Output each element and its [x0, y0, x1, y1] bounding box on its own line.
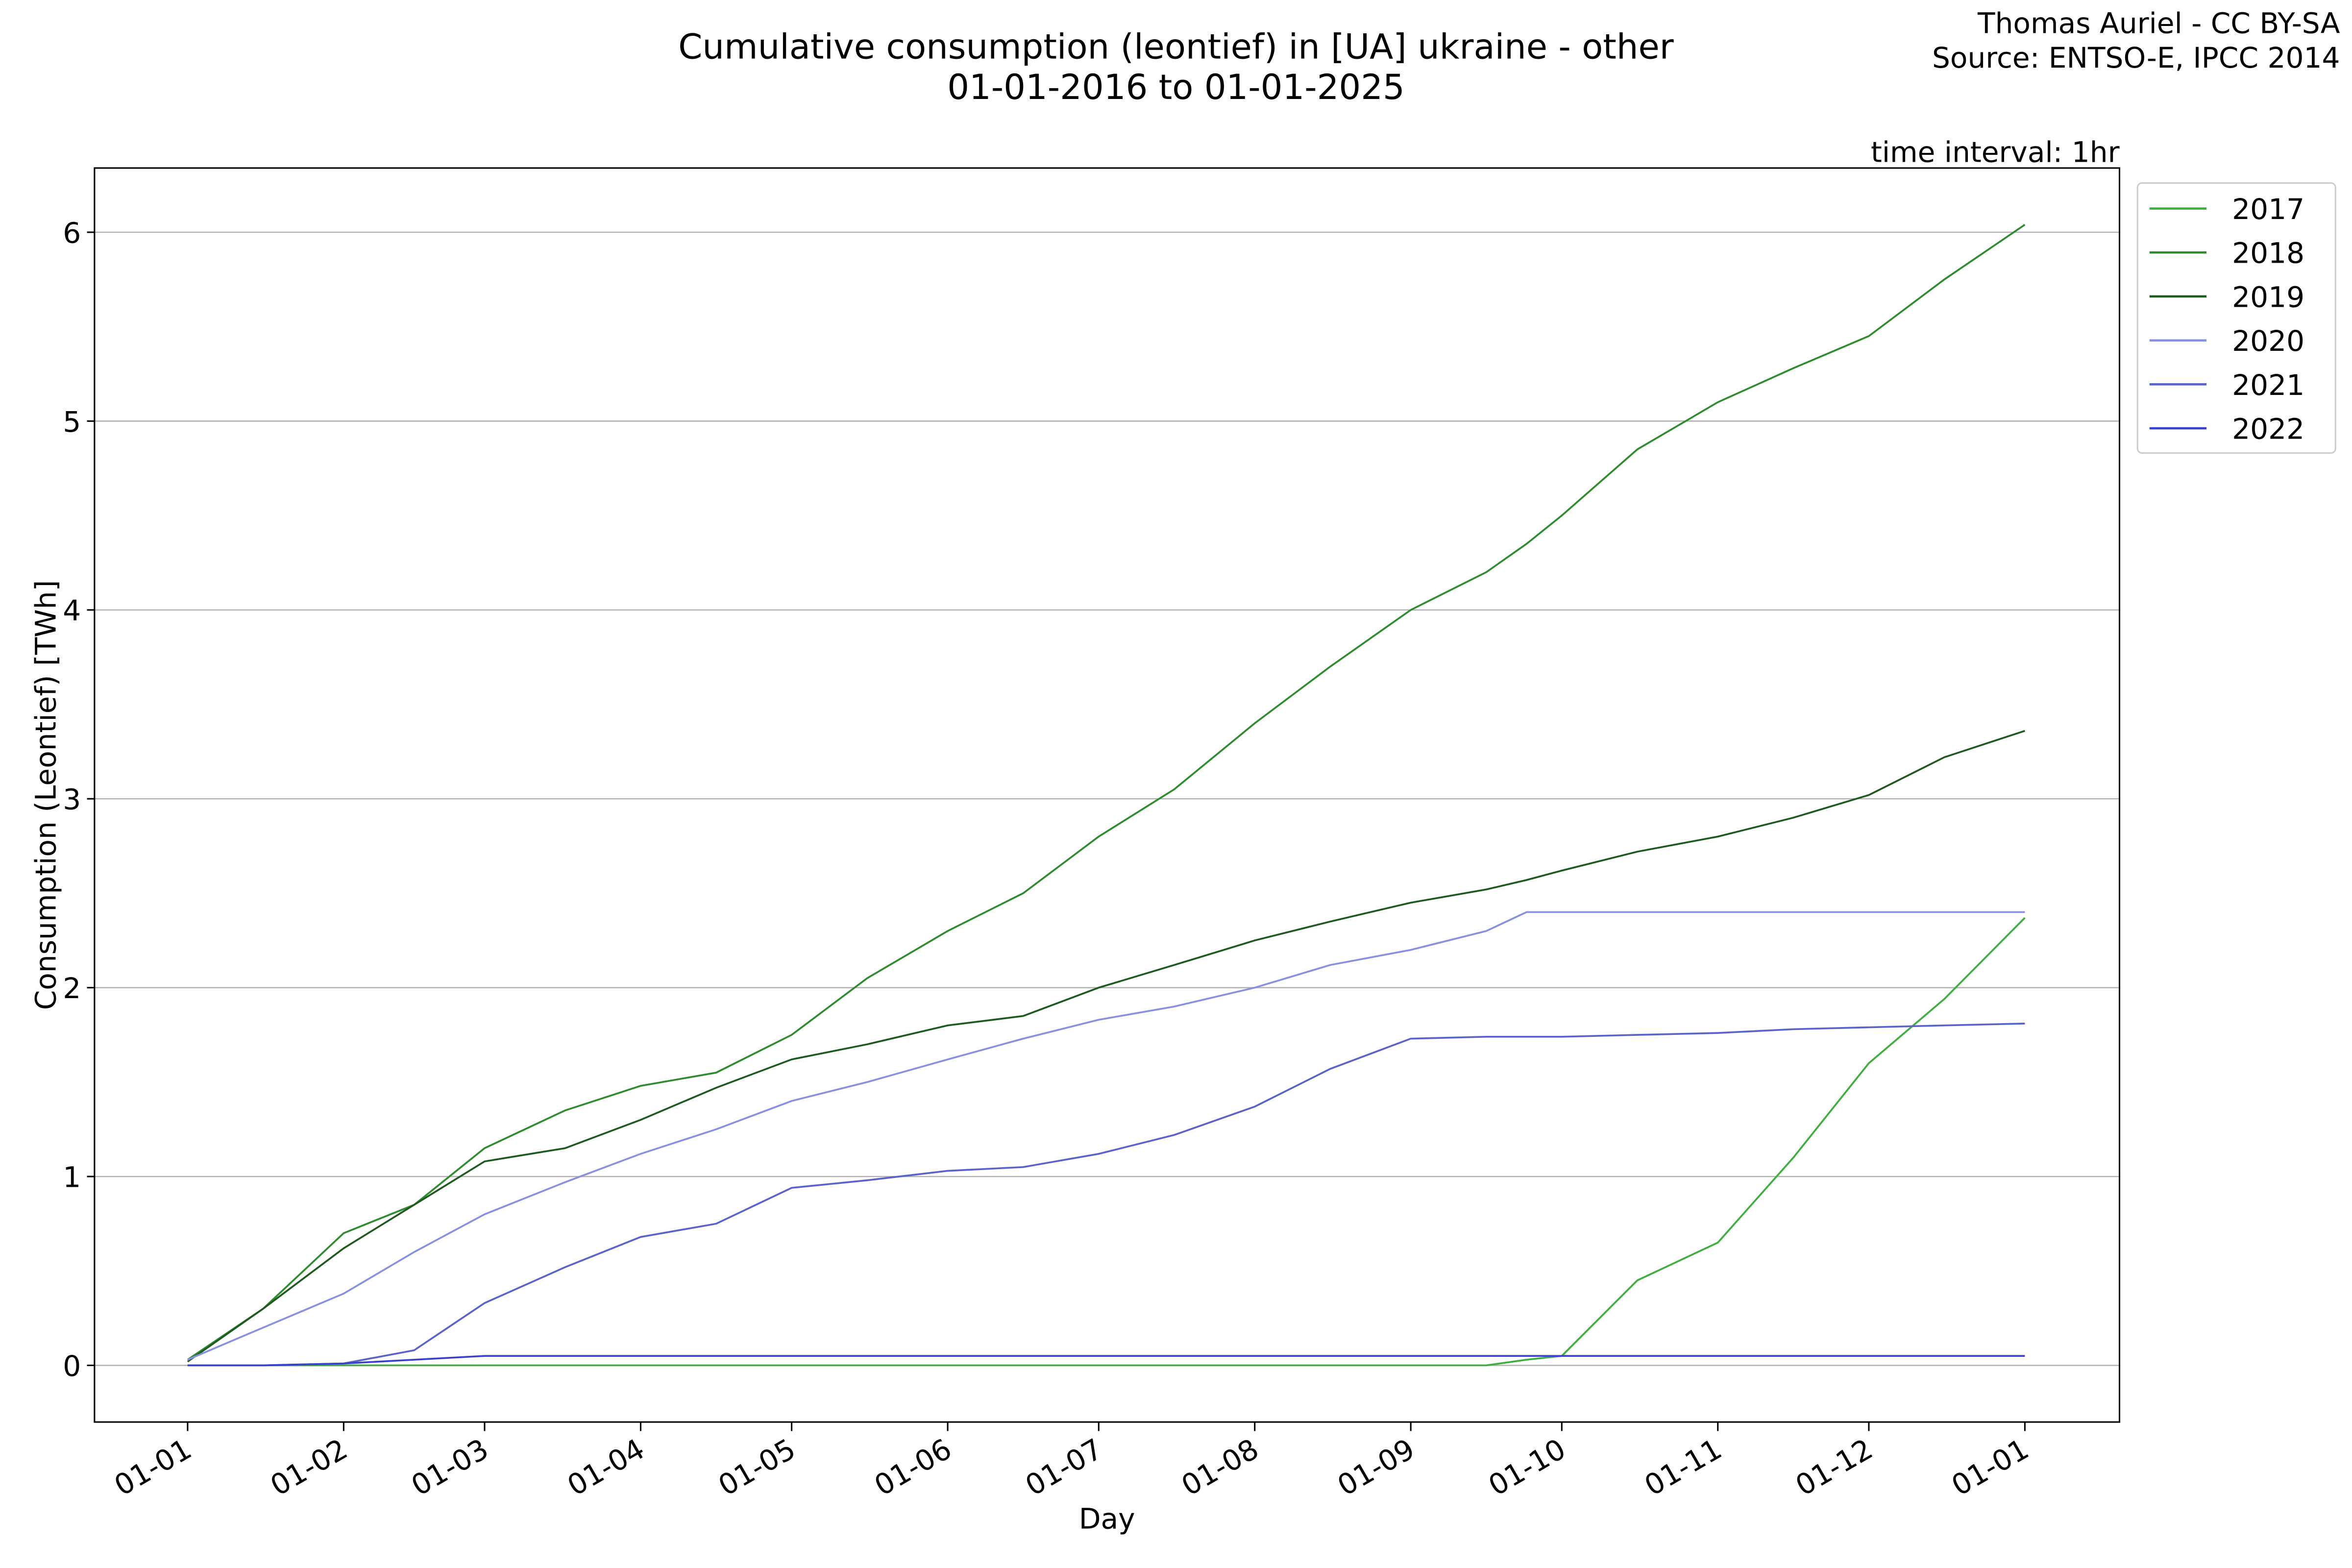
series-line [187, 917, 2026, 1367]
chart-title: Cumulative consumption (leontief) in [UA… [678, 26, 1674, 67]
x-tick-label: 01-03 [406, 1432, 494, 1502]
x-tick-label: 01-01 [109, 1432, 197, 1502]
x-tick-label: 01-12 [1790, 1432, 1878, 1502]
y-tick-label: 3 [63, 783, 81, 816]
x-tick-label: 01-10 [1483, 1432, 1571, 1502]
series-line [187, 1355, 2025, 1367]
x-tick-label: 01-04 [562, 1432, 650, 1502]
series-line [187, 911, 2025, 1361]
x-tick-label: 01-02 [265, 1432, 353, 1502]
chart-subtitle: 01-01-2016 to 01-01-2025 [947, 67, 1405, 107]
credit: Thomas Auriel - CC BY-SA [1977, 6, 2340, 40]
legend-label: 2018 [2232, 237, 2304, 270]
x-axis-label: Day [1079, 1502, 1135, 1535]
legend-label: 2020 [2232, 324, 2304, 358]
credit: Source: ENTSO-E, IPCC 2014 [1932, 41, 2340, 74]
legend-label: 2022 [2232, 412, 2304, 445]
y-tick-label: 4 [63, 594, 81, 627]
axes-frame [94, 167, 2121, 1423]
y-tick-label: 0 [63, 1349, 81, 1383]
annotation: time interval: 1hr [1871, 136, 2120, 169]
series-line [187, 224, 2026, 1361]
legend-label: 2021 [2232, 368, 2304, 402]
series-line [187, 730, 2025, 1363]
y-tick-label: 6 [63, 216, 81, 249]
x-tick-label: 01-01 [1946, 1432, 2034, 1502]
x-tick-label: 01-06 [869, 1432, 957, 1502]
x-tick-label: 01-09 [1332, 1432, 1420, 1502]
x-tick-label: 01-07 [1020, 1432, 1108, 1502]
legend-box [2136, 182, 2336, 454]
y-axis-label: Consumption (Leontief) [TWh] [29, 580, 62, 1010]
x-tick-label: 01-08 [1176, 1432, 1264, 1502]
legend-label: 2019 [2232, 280, 2304, 314]
series-line [187, 1023, 2025, 1367]
x-tick-label: 01-05 [712, 1432, 801, 1502]
y-tick-label: 2 [63, 972, 81, 1005]
y-tick-label: 5 [63, 405, 81, 439]
x-tick-label: 01-11 [1639, 1432, 1727, 1502]
y-tick-label: 1 [63, 1160, 81, 1194]
legend-label: 2017 [2232, 193, 2304, 226]
